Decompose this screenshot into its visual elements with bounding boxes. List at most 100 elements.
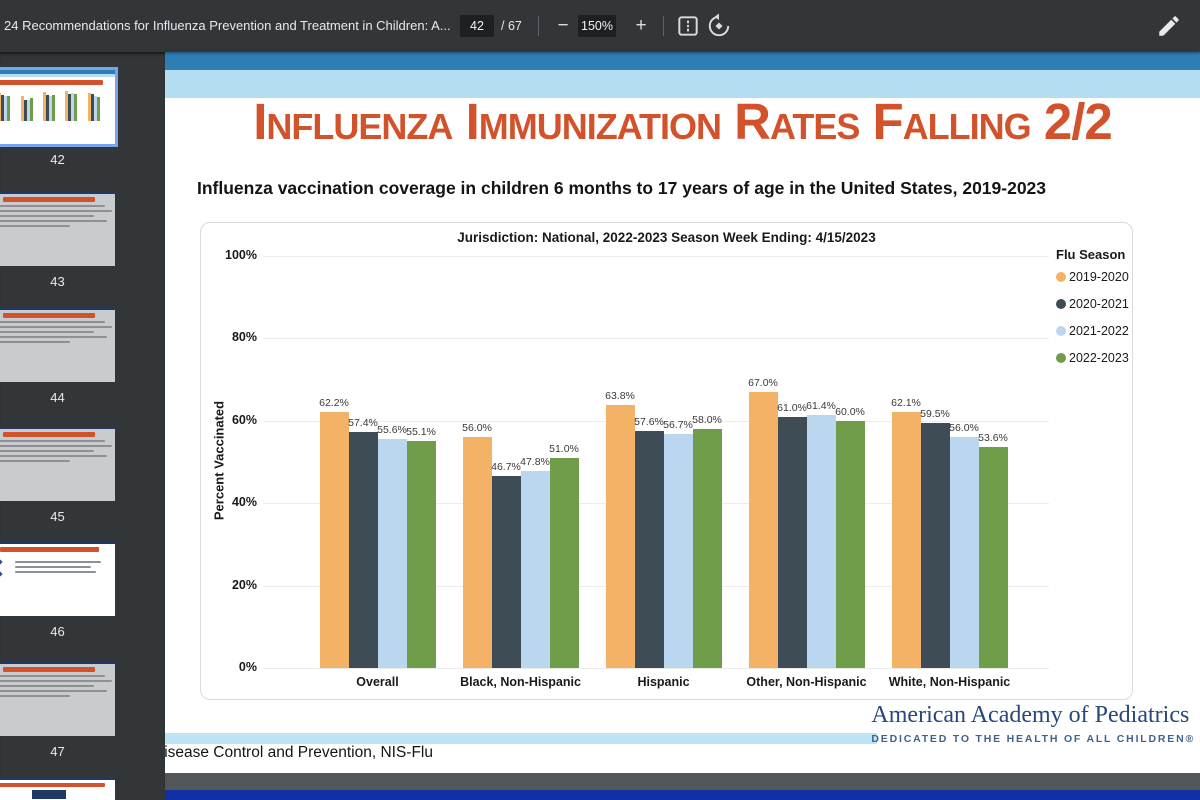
mini-text-line <box>0 440 105 442</box>
toolbar-divider <box>538 16 539 36</box>
slide-light-band <box>165 70 1200 98</box>
thumbnail-page-number: 46 <box>50 624 65 639</box>
zoom-in-button[interactable]: + <box>635 15 647 36</box>
mini-bar <box>71 93 75 121</box>
mini-text-line <box>0 341 71 343</box>
bar-value-label: 61.0% <box>777 401 807 414</box>
mini-text-line <box>0 326 113 328</box>
x-category-label: Other, Non-Hispanic <box>746 675 867 689</box>
mini-text-line <box>0 336 108 338</box>
bar: 67.0% <box>748 377 778 668</box>
thumbnail-page-44[interactable] <box>0 308 115 382</box>
bar-group: 67.0% 61.0% 61.4% 60.0% <box>748 256 865 668</box>
mini-text-line <box>0 210 113 212</box>
thumbnail-page-number: 44 <box>50 390 65 405</box>
edit-pencil-icon[interactable] <box>1156 13 1182 39</box>
legend-title: Flu Season <box>1056 247 1126 262</box>
mini-text-line <box>0 695 71 697</box>
mini-text-line <box>0 321 105 323</box>
gridline <box>263 668 1049 669</box>
mini-light-band <box>0 74 115 77</box>
legend-label: 2022-2023 <box>1069 351 1129 365</box>
thumbnail-page-47[interactable] <box>0 662 115 736</box>
mini-bar <box>29 98 33 121</box>
mini-text-line <box>15 561 102 563</box>
mini-text-line <box>0 680 113 682</box>
mini-diamond <box>0 556 3 568</box>
slide-subtitle: Influenza vaccination coverage in childr… <box>197 178 1047 198</box>
bar: 56.0% <box>949 422 979 668</box>
thumbnail-sidebar[interactable]: 42 43 44 45 46 47 <box>0 52 165 800</box>
y-tick-label: 20% <box>231 577 257 592</box>
y-tick-label: 40% <box>231 495 257 510</box>
pdf-viewer-canvas[interactable]: Influenza Immunization Rates Falling 2/2… <box>165 52 1200 800</box>
gridline <box>263 420 1049 422</box>
bar-value-label: 61.4% <box>806 400 836 413</box>
mini-text-line <box>15 566 91 568</box>
mini-bar <box>20 95 24 121</box>
mini-title-bar <box>2 197 96 202</box>
mini-text-line <box>15 571 96 573</box>
thumbnail-page-number: 45 <box>50 509 65 524</box>
zoom-out-button[interactable]: − <box>557 15 569 36</box>
mini-flow-shapes <box>0 554 3 580</box>
bar-group: 63.8% 57.6% 56.7% 58.0% <box>605 256 722 668</box>
next-page-top-edge <box>165 790 1200 800</box>
mini-text-line <box>0 450 94 452</box>
mini-bar <box>23 100 27 121</box>
toolbar-divider <box>663 16 664 36</box>
bar-value-label: 58.0% <box>692 414 722 427</box>
y-tick-label: 100% <box>225 248 257 262</box>
mini-bar <box>51 94 55 121</box>
y-tick-label: 80% <box>231 330 257 345</box>
slide-title: Influenza Immunization Rates Falling 2/2 <box>253 93 1112 150</box>
legend-item: 2022-2023 <box>1056 351 1134 365</box>
aap-logo: American Academy of Pediatrics DEDICATED… <box>871 702 1195 745</box>
mini-text-line <box>0 331 94 333</box>
thumbnail-page-45[interactable] <box>0 427 115 501</box>
bar-value-label: 57.4% <box>348 416 378 429</box>
thumbnail-page-46[interactable] <box>0 542 115 616</box>
page-number-input[interactable]: 42 <box>460 15 494 37</box>
mini-text-line <box>0 225 71 227</box>
bar: 62.2% <box>319 397 349 668</box>
mini-flow <box>0 554 115 580</box>
chart-legend: Flu Season 2019-2020 2020-2021 2021-2022 20… <box>1056 247 1134 378</box>
bar: 55.6% <box>377 424 407 668</box>
mini-bar <box>87 93 91 121</box>
mini-top-edge <box>0 192 115 194</box>
bar: 47.8% <box>520 456 550 668</box>
thumbnail-page-43[interactable] <box>0 192 115 266</box>
mini-text-line <box>0 445 113 447</box>
mini-bar <box>0 93 2 121</box>
aap-logo-tagline: DEDICATED TO THE HEALTH OF ALL CHILDREN® <box>871 733 1195 745</box>
rotate-icon[interactable] <box>706 13 732 39</box>
bar-value-label: 46.7% <box>491 460 521 473</box>
bar-value-label: 63.8% <box>605 390 635 403</box>
thumbnail-page-42[interactable] <box>0 67 118 147</box>
bar: 55.1% <box>406 426 436 668</box>
bar: 58.0% <box>692 414 722 668</box>
bar: 56.0% <box>462 422 492 668</box>
thumbnail-page-number: 42 <box>50 152 65 167</box>
legend-label: 2019-2020 <box>1069 270 1129 284</box>
mini-bar <box>4 95 8 121</box>
bar-value-label: 55.6% <box>377 423 407 436</box>
bar-value-label: 53.6% <box>978 432 1008 445</box>
bar: 61.0% <box>777 402 807 668</box>
mini-top-edge <box>0 308 115 310</box>
zoom-level-input[interactable]: 150% <box>578 15 616 37</box>
y-tick-label: 60% <box>231 412 257 427</box>
mini-bar-group <box>87 93 100 121</box>
bar: 62.1% <box>891 397 921 668</box>
mini-bar-group <box>0 93 11 121</box>
thumbnail-page-next[interactable] <box>0 777 115 800</box>
source-attribution: Disease Control and Prevention, NIS-Flu <box>165 744 433 761</box>
mini-top-edge <box>0 542 115 544</box>
fit-to-page-icon[interactable] <box>675 13 701 39</box>
mini-bar <box>74 94 78 121</box>
y-axis-label: Percent Vaccinated <box>211 400 227 521</box>
gridline <box>263 256 1049 257</box>
mini-bar <box>48 95 52 121</box>
bar-value-label: 60.0% <box>835 405 865 418</box>
